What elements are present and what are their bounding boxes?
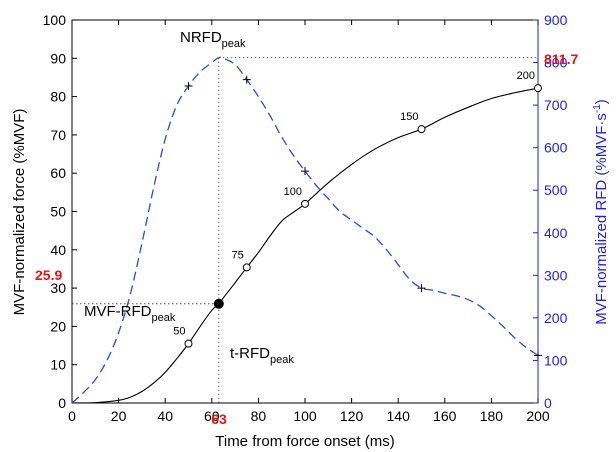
y-left-tick-label: 100 — [43, 12, 67, 28]
series — [71, 56, 539, 404]
rfd-marker — [417, 284, 426, 293]
force-marker-label: 150 — [400, 111, 418, 123]
peak-rfd-label: 811.7 — [544, 51, 578, 67]
y-left-tick-label: 30 — [50, 280, 66, 296]
y-right-tick-label: 700 — [544, 97, 568, 113]
force-marker — [301, 199, 309, 208]
y-right-tick-label: 600 — [544, 140, 568, 156]
y-left-tick-label: 80 — [50, 89, 66, 105]
mvf-rfd-peak-label: MVF-RFDpeak — [84, 303, 176, 324]
peak-point — [213, 298, 224, 309]
x-tick-label: 40 — [157, 408, 173, 424]
force-marker-label: 200 — [517, 70, 535, 82]
y-left-tick-label: 10 — [50, 357, 66, 373]
y-left-tick-label: 50 — [50, 204, 66, 220]
x-tick-label: 160 — [433, 408, 457, 424]
y-left-tick-label: 20 — [50, 318, 66, 334]
force-marker — [534, 84, 542, 93]
nrfd-peak-label: NRFDpeak — [180, 29, 246, 50]
rfd-marker — [534, 351, 542, 360]
y-right-tick-label: 900 — [544, 12, 568, 28]
y-right-tick-label: 300 — [544, 267, 568, 283]
plot-frame — [71, 19, 539, 404]
x-tick-label: 180 — [480, 408, 504, 424]
y-right-tick-label: 800 — [544, 55, 568, 71]
x-tick-label: 120 — [340, 408, 364, 424]
axes: 0 20 40 60 80 100 120 140 160 180 2000102030405060… — [43, 12, 568, 424]
x-tick-label: 200 — [526, 408, 550, 424]
y-left-tick-label: 40 — [50, 242, 66, 258]
x-tick-label: 60 — [204, 408, 220, 424]
force-marker — [417, 125, 426, 134]
reference-lines — [72, 57, 538, 403]
y-right-tick-label: 0 — [544, 395, 552, 411]
y-left-tick-label: 90 — [50, 50, 66, 66]
force-marker-label: 75 — [232, 249, 244, 261]
y-left-tick-label: 70 — [50, 127, 66, 143]
x-tick-label: 20 — [111, 408, 127, 424]
peak-force-label: 25.9 — [35, 267, 62, 283]
force-marker — [242, 263, 251, 272]
force-marker — [184, 339, 193, 348]
force-marker-label: 100 — [284, 186, 302, 198]
rfd-marker — [242, 75, 251, 84]
x-tick-label: 100 — [293, 408, 317, 424]
force-marker-label: 50 — [173, 326, 185, 338]
x-tick-label: 80 — [251, 408, 267, 424]
x-tick-label: 140 — [387, 408, 411, 424]
rfd-curve — [71, 56, 539, 404]
peak-time-label: 63 — [211, 411, 227, 427]
t-rfd-peak-label: t-RFDpeak — [230, 345, 294, 366]
y-axis-left-title: MVF-normalized force (%MVF) — [11, 109, 28, 316]
y-left-tick-label: 60 — [50, 165, 66, 181]
x-axis-title: Time from force onset (ms) — [215, 433, 394, 450]
markers: 50 75 100 150 200 — [173, 70, 542, 360]
rfd-marker — [184, 81, 193, 90]
x-tick-label: 0 — [68, 408, 76, 424]
y-axis-right-title: MVF-normalized RFD (%MVF·s-1) — [592, 99, 610, 325]
y-right-tick-label: 400 — [544, 225, 568, 241]
y-right-tick-label: 500 — [544, 182, 568, 198]
y-right-tick-label: 100 — [544, 352, 568, 368]
y-left-tick-label: 0 — [58, 395, 66, 411]
rfd-marker — [301, 167, 309, 176]
annotations: NRFDpeak MVF-RFDpeak t-RFDpeak 63 25.9 8… — [35, 29, 578, 427]
y-right-tick-label: 200 — [544, 310, 568, 326]
